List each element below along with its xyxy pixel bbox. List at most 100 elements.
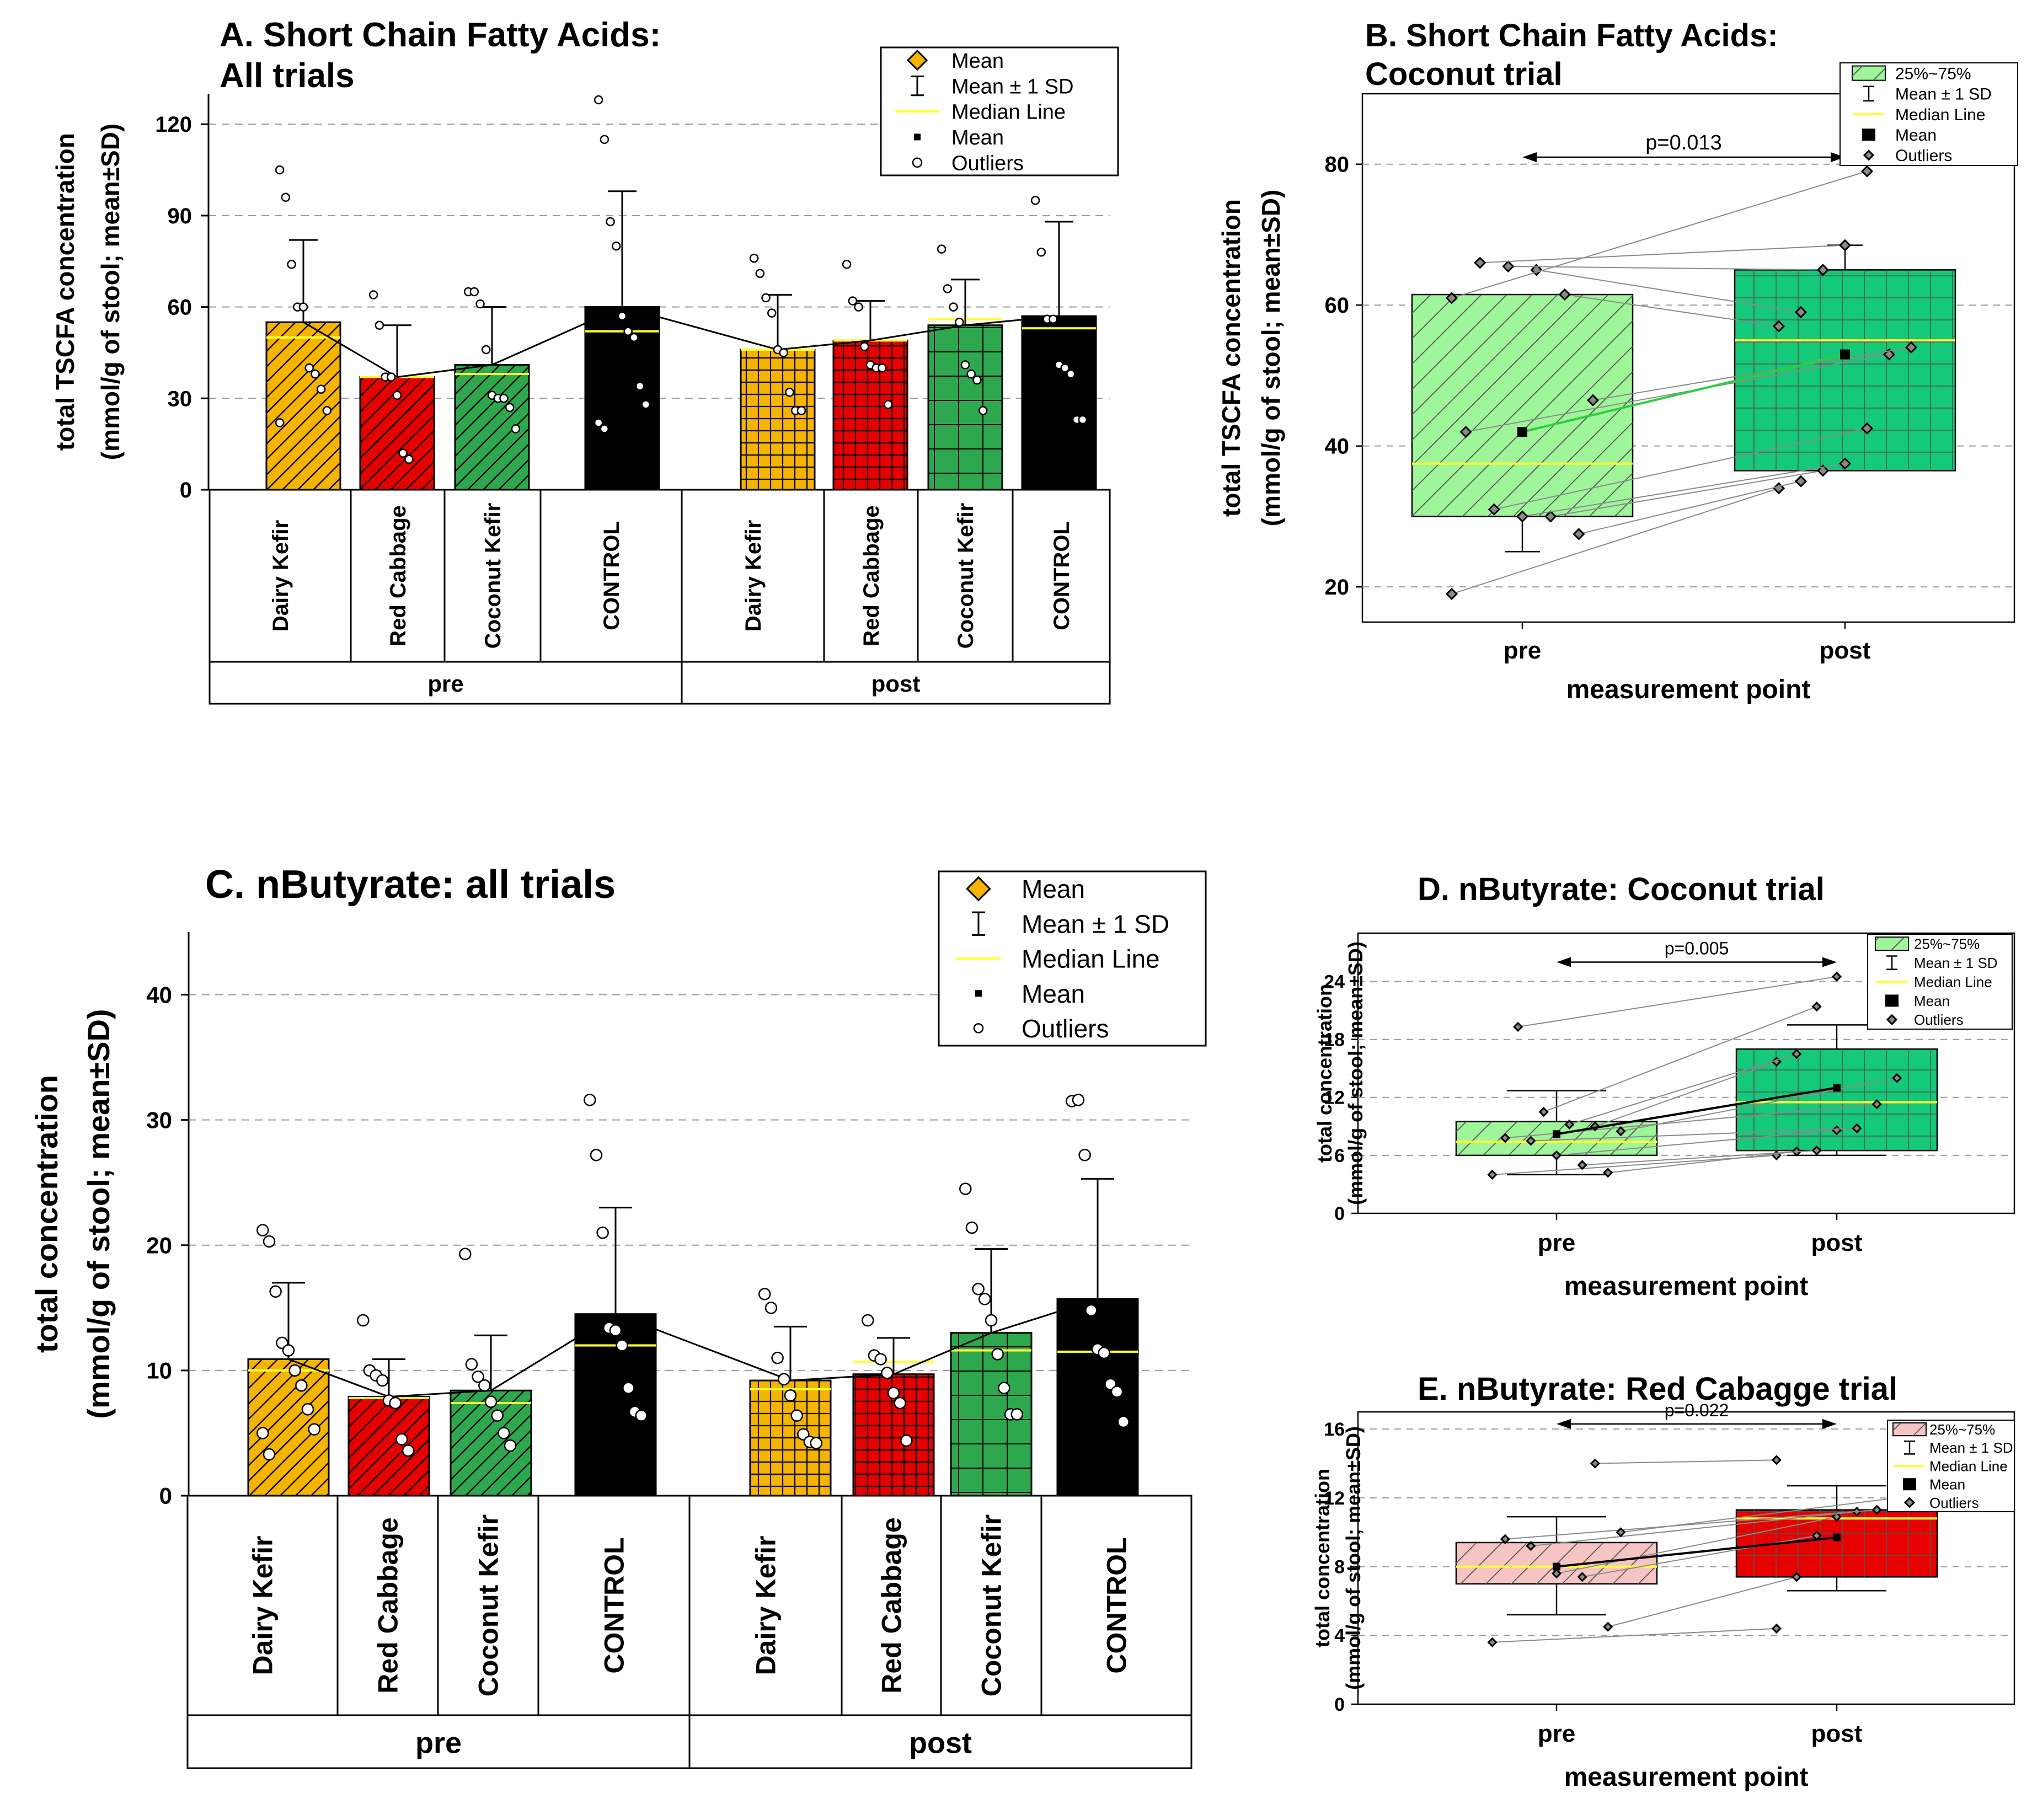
category-label: CONTROL xyxy=(600,521,624,630)
outlier-point xyxy=(622,1382,635,1394)
legend-label: 25%~75% xyxy=(1929,1421,1995,1438)
outlier-point xyxy=(790,1409,803,1422)
outlier-point xyxy=(375,320,384,330)
data-point xyxy=(1488,503,1500,516)
paired-line xyxy=(1531,1511,1857,1547)
outlier-point xyxy=(883,400,893,409)
y-tick-label: 12 xyxy=(1324,1488,1345,1509)
outlier-point xyxy=(269,1285,282,1298)
outlier-point xyxy=(943,284,953,293)
y-tick-label: 80 xyxy=(1325,153,1350,177)
paired-line xyxy=(1451,488,1779,595)
data-point xyxy=(1871,1099,1882,1110)
outlier-point xyxy=(848,296,858,306)
outlier-point xyxy=(616,1339,628,1352)
outlier-point xyxy=(771,1351,784,1364)
outlier-point xyxy=(287,260,296,269)
outlier-point xyxy=(282,1344,295,1357)
outlier-point xyxy=(960,360,970,370)
data-point xyxy=(1905,341,1918,354)
legend-label: Mean xyxy=(1022,875,1085,903)
outlier-point xyxy=(1078,1149,1091,1161)
outlier-point xyxy=(978,406,988,415)
outlier-point xyxy=(398,448,408,458)
outlier-point xyxy=(761,293,771,303)
paired-line xyxy=(1492,1628,1777,1643)
legend-label: Mean xyxy=(1929,1476,1965,1493)
data-point xyxy=(1792,1048,1802,1059)
data-point xyxy=(1445,292,1458,304)
outlier-point xyxy=(263,1235,276,1248)
y-tick-label: 30 xyxy=(146,1107,172,1133)
outlier-point xyxy=(389,1396,402,1410)
outlier-point xyxy=(1030,196,1040,205)
outlier-point xyxy=(755,269,765,279)
y-tick-label: 18 xyxy=(1324,1030,1345,1051)
mean-marker xyxy=(1517,427,1527,437)
outlier-point xyxy=(298,302,308,312)
p-value-annotation: p=0.022 xyxy=(1665,1400,1729,1420)
paired-line xyxy=(1517,976,1837,1027)
outlier-point xyxy=(606,217,615,227)
y-tick-label: 24 xyxy=(1324,971,1345,992)
legend-label: Mean xyxy=(1895,126,1937,144)
legend-label: Median Line xyxy=(1895,106,1985,124)
legend-label: 25%~75% xyxy=(1914,936,1980,952)
data-point xyxy=(1512,1021,1523,1032)
category-label: Coconut Kefir xyxy=(481,503,505,649)
chart-D: D. nButyrate: Coconut trial 0 6 12 18 24total… xyxy=(1313,871,2015,1301)
y-axis-label: (mmol/g of stool; mean±SD) xyxy=(1342,1426,1365,1690)
plot-frame xyxy=(1361,93,2015,623)
bar-hatch xyxy=(451,1390,531,1496)
paired-line xyxy=(1595,1459,1777,1464)
legend-label: Outliers xyxy=(951,152,1024,175)
outlier-point xyxy=(511,424,521,433)
outlier-point xyxy=(641,400,651,409)
group-label: pre xyxy=(427,671,463,697)
y-axis-label: total concentration xyxy=(1313,984,1336,1163)
outlier-point xyxy=(758,1288,771,1300)
legend-outlier-icon xyxy=(912,157,923,168)
data-point xyxy=(1871,1505,1882,1515)
outlier-point xyxy=(617,311,627,321)
outlier-point xyxy=(937,244,947,254)
mean-line xyxy=(303,306,1060,378)
p-value-annotation: p=0.013 xyxy=(1645,131,1721,154)
outlier-point xyxy=(767,308,777,318)
y-tick-label: 10 xyxy=(146,1358,172,1384)
group-label: post xyxy=(871,671,921,697)
chart-B: B. Short Chain Fatty Acids:Coconut trial… xyxy=(1217,18,2018,704)
outlier-point xyxy=(842,260,852,269)
outlier-point xyxy=(600,135,609,144)
category-label: Red Cabbage xyxy=(876,1517,907,1694)
x-tick-label: pre xyxy=(1504,637,1541,664)
paired-line xyxy=(1550,470,1824,517)
outlier-point xyxy=(504,1439,517,1452)
legend-label: Median Line xyxy=(1929,1458,2008,1474)
outlier-point xyxy=(505,403,515,413)
legend-label: Outliers xyxy=(1895,147,1952,165)
outlier-point xyxy=(392,390,402,400)
category-label: Red Cabbage xyxy=(386,505,410,646)
plot-frame xyxy=(1357,932,2015,1214)
paired-line xyxy=(1556,1130,1837,1156)
arrow-head-right xyxy=(1822,1418,1837,1429)
paired-line xyxy=(1505,1509,1877,1540)
mean-line xyxy=(1522,353,1846,433)
paired-line xyxy=(1494,427,1868,510)
y-tick-label: 20 xyxy=(1325,575,1350,599)
outlier-point xyxy=(985,1314,998,1327)
outlier-point xyxy=(459,1248,472,1260)
legend-label: Median Line xyxy=(951,101,1066,124)
outlier-point xyxy=(749,253,759,263)
legend-outlier-icon xyxy=(1863,149,1875,161)
data-point xyxy=(1603,1621,1613,1632)
paired-line xyxy=(1522,463,1846,517)
data-point xyxy=(1526,1541,1536,1551)
bar-hatch xyxy=(741,349,815,490)
legend-mean-square xyxy=(1903,1478,1916,1491)
legend-iqr-hatch xyxy=(1893,1422,1926,1436)
data-point xyxy=(1474,256,1486,269)
paired-line xyxy=(1466,354,1890,433)
